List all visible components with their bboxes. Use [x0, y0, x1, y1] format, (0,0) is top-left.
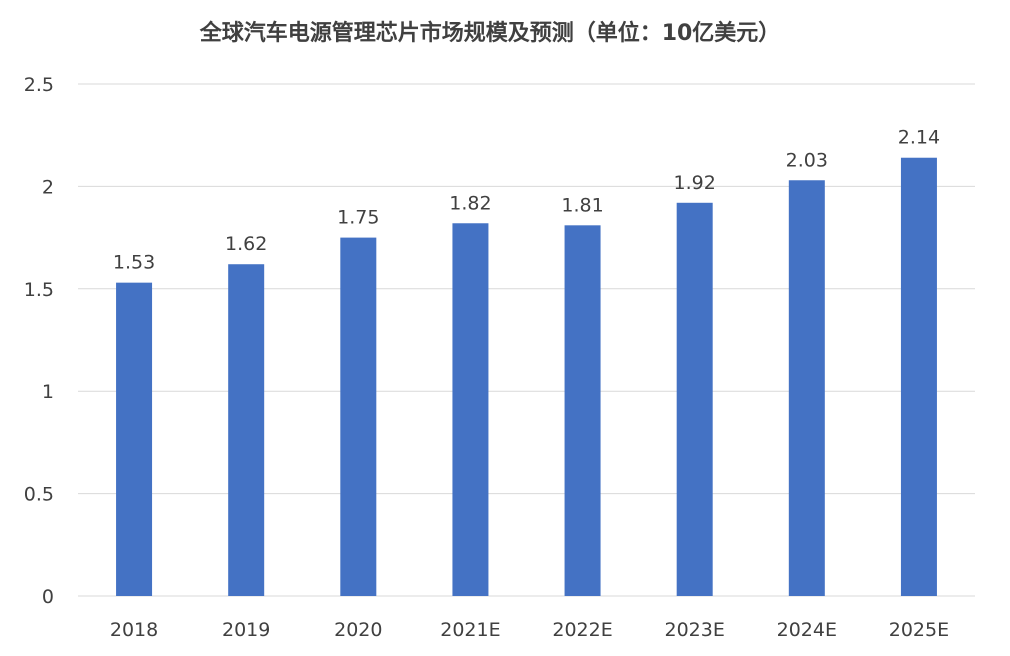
data-label: 1.82 — [449, 192, 491, 214]
chart-title: 全球汽车电源管理芯片市场规模及预测（单位：10亿美元） — [199, 20, 781, 46]
data-label: 1.92 — [674, 172, 716, 194]
x-tick-label: 2019 — [222, 619, 270, 641]
x-tick-label: 2021E — [440, 619, 500, 641]
bar — [340, 237, 377, 596]
bars — [116, 157, 937, 597]
y-tick-label: 2 — [42, 176, 54, 198]
data-labels: 1.53 1.62 1.75 1.82 1.81 1.92 2.03 2.14 — [113, 127, 940, 274]
y-tick-label: 0.5 — [24, 484, 54, 506]
x-tick-label: 2018 — [110, 619, 158, 641]
data-label: 1.62 — [225, 233, 267, 255]
bar — [900, 157, 937, 596]
bar — [564, 225, 601, 596]
data-label: 1.53 — [113, 252, 155, 274]
x-tick-label: 2023E — [665, 619, 725, 641]
y-tick-label: 1 — [42, 381, 54, 403]
data-label: 1.75 — [337, 207, 379, 229]
data-label: 1.81 — [561, 194, 603, 216]
bar — [116, 282, 153, 596]
bar — [228, 264, 265, 596]
x-tick-label: 2024E — [777, 619, 837, 641]
x-tick-label: 2022E — [552, 619, 612, 641]
bar — [676, 202, 713, 596]
y-tick-label: 2.5 — [24, 74, 54, 96]
x-axis-ticks: 2018 2019 2020 2021E 2022E 2023E 2024E 2025E — [110, 619, 949, 641]
data-label: 2.14 — [898, 127, 940, 149]
bar — [452, 223, 489, 596]
bar — [788, 180, 825, 597]
gridlines — [78, 83, 975, 597]
y-axis-ticks: 0 0.5 1 1.5 2 2.5 — [24, 74, 54, 608]
y-tick-label: 0 — [42, 586, 54, 608]
x-tick-label: 2020 — [334, 619, 382, 641]
y-tick-label: 1.5 — [24, 279, 54, 301]
data-label: 2.03 — [786, 149, 828, 171]
x-tick-label: 2025E — [889, 619, 949, 641]
